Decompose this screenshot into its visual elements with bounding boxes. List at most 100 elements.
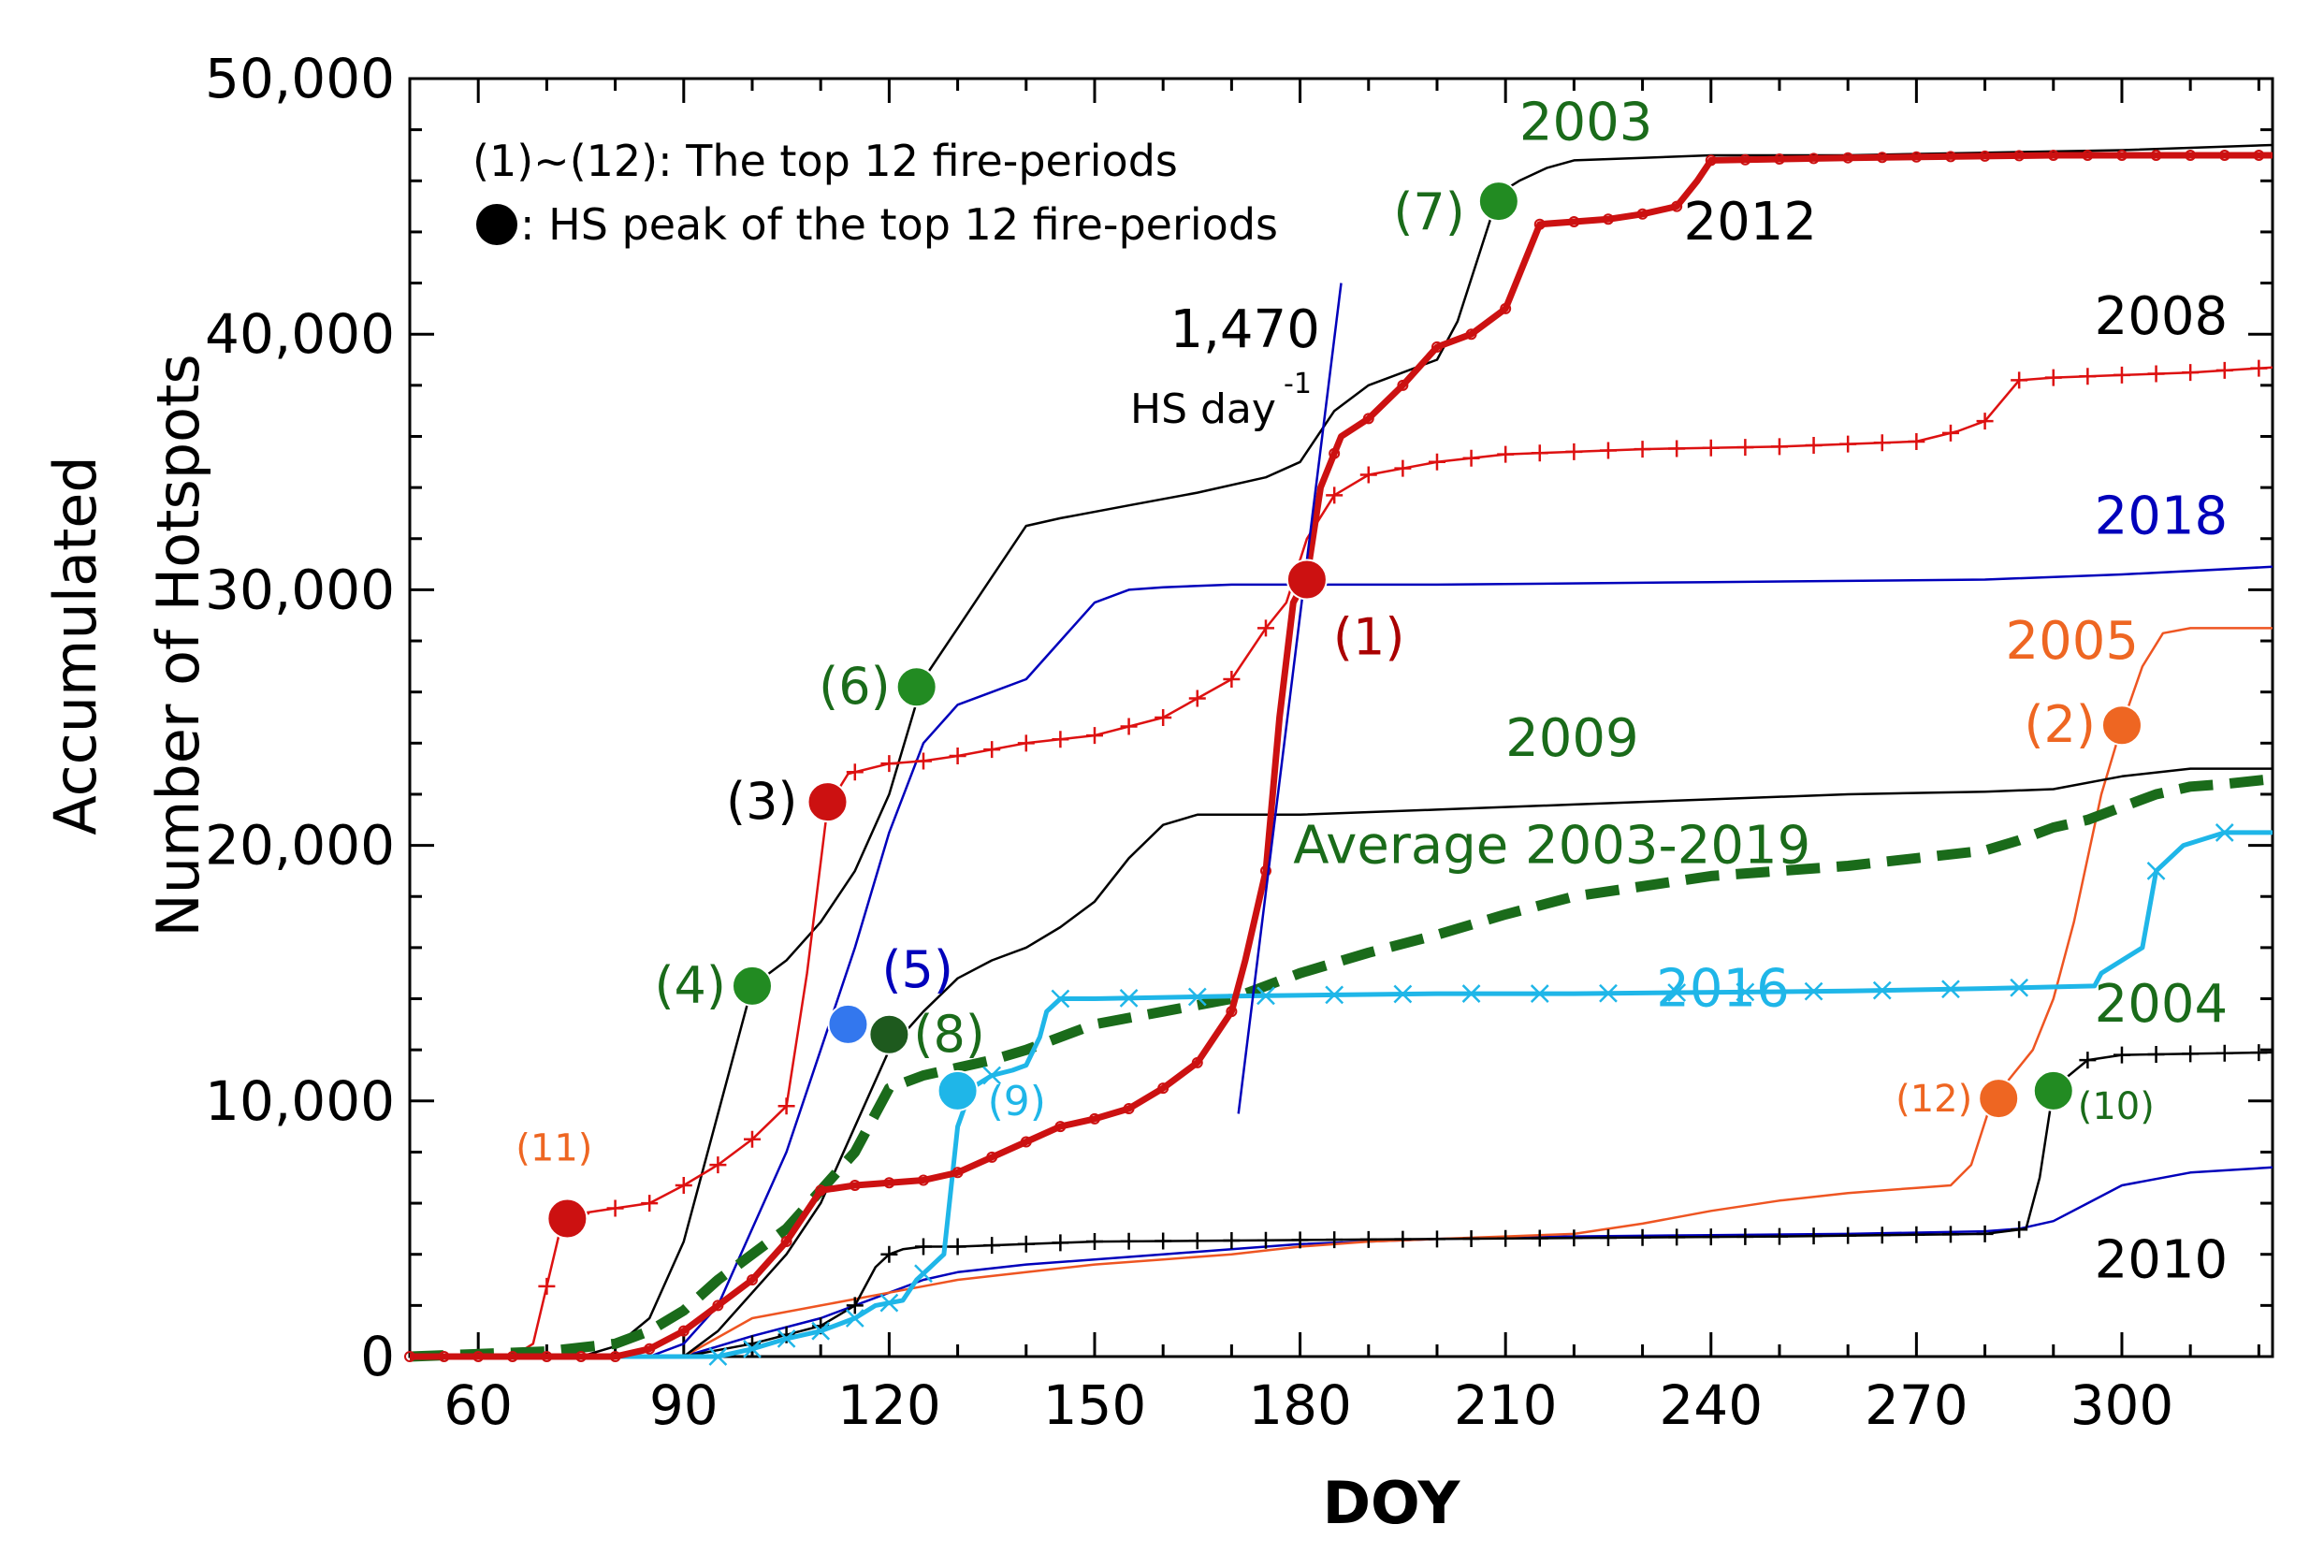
marker-plus <box>1941 424 1959 442</box>
marker-circle <box>609 1351 621 1362</box>
marker-plus <box>1155 1232 1172 1250</box>
marker-x <box>811 1321 831 1341</box>
marker-x <box>982 1066 1002 1085</box>
marker-circle <box>438 1351 450 1362</box>
series-average-2003-2019 <box>409 774 2273 1362</box>
peak-dot <box>868 1013 910 1055</box>
peak-marker: (1) <box>1285 559 1405 666</box>
marker-x <box>1667 983 1687 1002</box>
marker-plus <box>1770 438 1788 456</box>
marker-x <box>1872 980 1892 1000</box>
marker-plus <box>641 1195 659 1212</box>
marker-plus <box>1634 1228 1651 1246</box>
marker-plus <box>1052 1234 1069 1252</box>
marker-plus <box>1908 1226 1925 1243</box>
y-tick-label: 20,000 <box>205 814 395 878</box>
marker-x <box>1119 988 1139 1008</box>
peak-label: (1) <box>1333 607 1405 666</box>
marker-plus <box>2250 1044 2268 1062</box>
marker-circle <box>404 1351 415 1362</box>
peak-dot <box>2100 704 2142 747</box>
marker-circle <box>1808 152 1820 165</box>
marker-circle <box>1088 1112 1100 1125</box>
marker-plus <box>1976 1225 1994 1242</box>
marker-plus <box>1976 413 1994 430</box>
marker-plus <box>1805 1227 1823 1245</box>
series-2005 <box>410 627 2273 1358</box>
marker-plus <box>743 1130 761 1148</box>
marker-circle <box>1157 1082 1169 1095</box>
marker-plus <box>1873 434 1891 452</box>
marker-x <box>1461 984 1481 1003</box>
marker-circle <box>1602 213 1614 225</box>
peak-label: (7) <box>1393 182 1465 241</box>
marker-circle <box>883 1177 895 1189</box>
marker-plus <box>1565 443 1583 460</box>
peak-label: (4) <box>654 956 726 1015</box>
marker-x <box>879 1293 899 1313</box>
marker-x <box>914 1264 933 1284</box>
y-axis-title-line2: Number of Hotspots <box>144 354 212 936</box>
marker-circle <box>1979 150 1991 162</box>
marker-plus <box>1565 1229 1583 1247</box>
marker-plus <box>1223 671 1241 689</box>
marker-x <box>1736 982 1755 1002</box>
marker-circle <box>1533 218 1546 230</box>
series-label: 2004 <box>2095 974 2229 1035</box>
marker-plus <box>1736 1227 1754 1245</box>
marker-circle <box>2218 149 2230 161</box>
marker-plus <box>983 741 1001 759</box>
marker-plus <box>2215 1044 2233 1062</box>
series-label: 1,470 <box>1170 299 1320 360</box>
peak-label: (11) <box>516 1126 592 1169</box>
marker-circle <box>1191 1056 1203 1068</box>
marker-plus <box>1770 1227 1788 1245</box>
marker-circle <box>644 1343 656 1355</box>
marker-plus <box>1017 1235 1035 1253</box>
marker-plus <box>1634 441 1651 458</box>
marker-plus <box>1188 690 1206 707</box>
marker-plus <box>1839 435 1857 453</box>
x-tick-label: 120 <box>837 1373 941 1437</box>
series-labels-layer: 2003 2012 2008 2018 2005 2009 Average 2003-201… <box>1170 93 2229 1291</box>
marker-plus <box>2011 371 2028 389</box>
series-label: Average 2003-2019 <box>1293 816 1810 877</box>
legend-dot-marker <box>476 204 517 245</box>
marker-plus <box>675 1176 692 1194</box>
axis-ticks: 60 90 120 150 180 210 240 270 300 0 10,000 20,000 30… <box>205 47 2273 1437</box>
marker-plus <box>1908 432 1925 450</box>
marker-plus <box>1668 1228 1686 1246</box>
marker-circle <box>1910 151 1923 163</box>
marker-circle <box>1842 152 1854 164</box>
marker-circle <box>574 1351 587 1362</box>
series-label: 2008 <box>2095 286 2229 347</box>
marker-plus <box>2182 1045 2200 1063</box>
peak-marker: (11) <box>516 1126 592 1240</box>
series-line-2016 <box>410 830 2273 1359</box>
x-tick-label: 210 <box>1454 1373 1558 1437</box>
marker-plus <box>2147 365 2165 383</box>
marker-circle <box>2150 149 2162 161</box>
y-tick-label: 30,000 <box>205 558 395 621</box>
marker-x <box>1187 987 1207 1007</box>
marker-plus <box>2182 364 2200 382</box>
series-2003 <box>410 143 2273 1358</box>
peak-marker: (5) <box>827 940 953 1045</box>
marker-circle <box>2047 149 2059 161</box>
series-label: 2003 <box>1519 93 1653 153</box>
marker-plus <box>1394 459 1412 477</box>
peak-label: (9) <box>988 1078 1046 1125</box>
marker-plus <box>846 763 864 781</box>
marker-plus <box>1017 734 1035 752</box>
marker-plus <box>880 755 898 773</box>
marker-plus <box>1531 444 1548 462</box>
marker-circle <box>1431 341 1443 353</box>
marker-plus <box>1223 1231 1241 1249</box>
peak-dot <box>1285 559 1328 601</box>
series-label: 2018 <box>2095 486 2229 546</box>
peak-marker: (4) <box>654 956 773 1015</box>
marker-circle <box>712 1299 724 1312</box>
marker-plus <box>2079 368 2097 385</box>
peak-label: (8) <box>913 1005 984 1064</box>
marker-plus <box>1155 709 1172 726</box>
